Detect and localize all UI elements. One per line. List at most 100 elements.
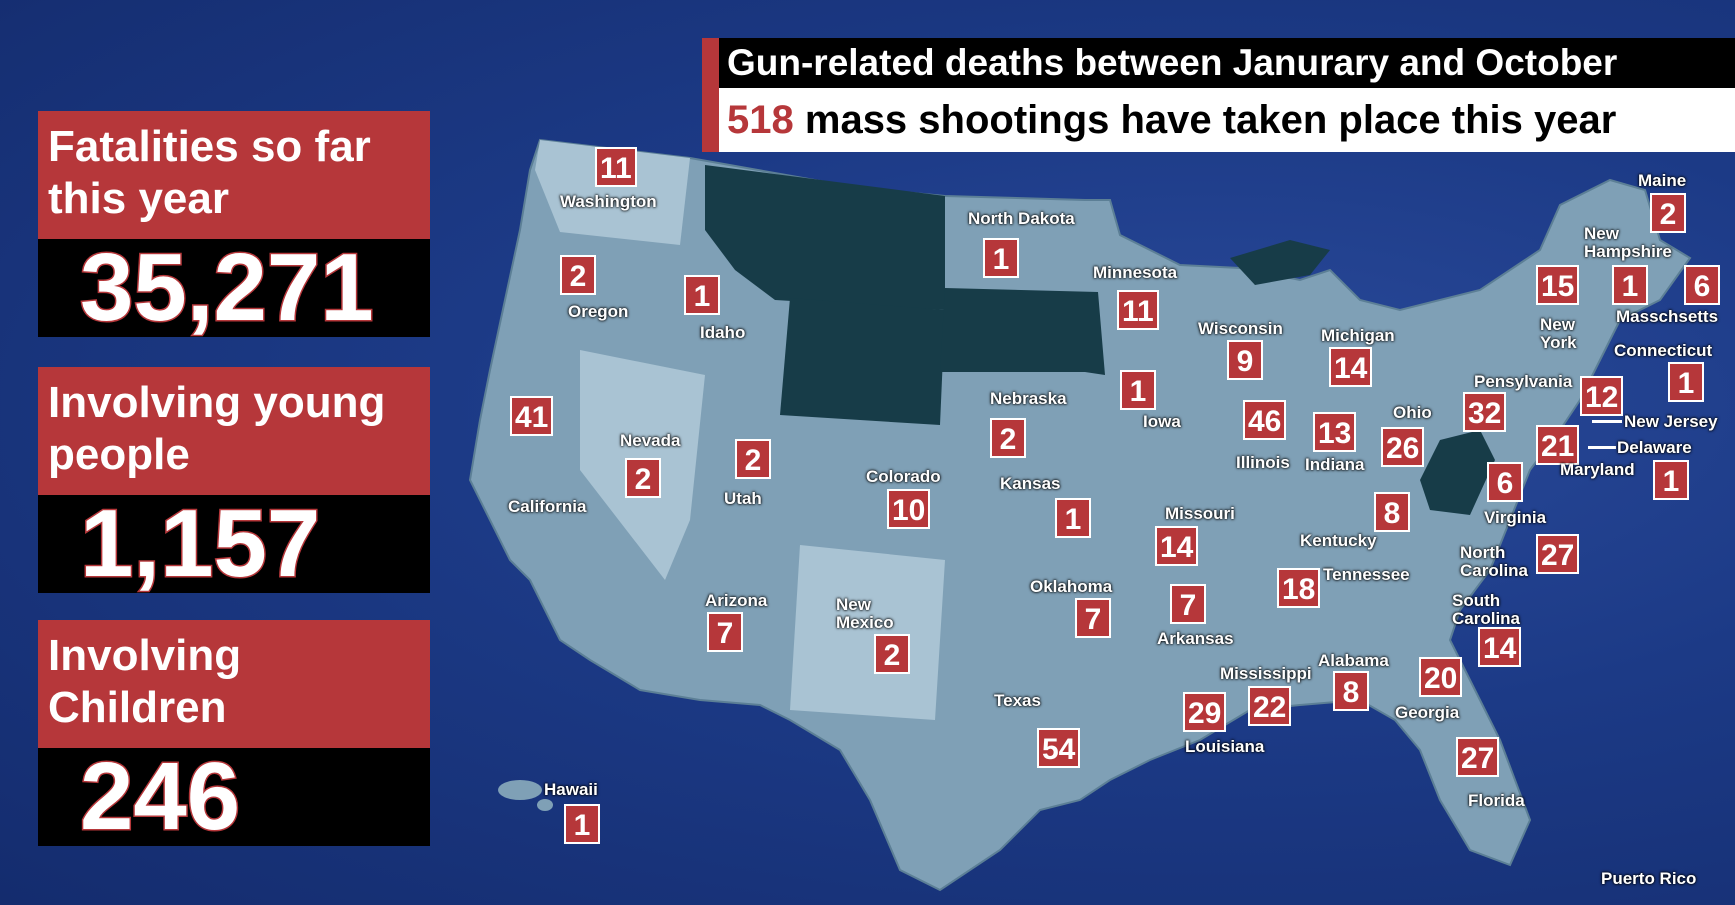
state-count-new-mexico: 2 — [874, 634, 910, 674]
stat-label: Involving young people — [38, 367, 430, 495]
state-name-kansas: Kansas — [1000, 474, 1061, 493]
state-name-maine: Maine — [1638, 171, 1687, 190]
state-name-pensylvania: Pensylvania — [1474, 372, 1573, 391]
state-count-california: 41 — [510, 396, 554, 436]
wyoming-shape — [780, 298, 945, 425]
state-name-georgia: Georgia — [1395, 703, 1460, 722]
south-dakota-shape — [940, 288, 1105, 375]
state-name-alabama: Alabama — [1318, 651, 1389, 670]
state-count-masschsetts: 6 — [1684, 265, 1720, 305]
state-count-florida: 27 — [1456, 737, 1500, 777]
state-count-new-york: 15 — [1536, 265, 1580, 305]
state-count-pensylvania: 32 — [1463, 392, 1507, 432]
state-count-virginia: 6 — [1487, 462, 1523, 502]
state-count-utah: 2 — [735, 439, 771, 479]
state-name-wisconsin: Wisconsin — [1198, 319, 1283, 338]
state-name-mississippi: Mississippi — [1220, 664, 1312, 683]
state-count-texas: 54 — [1037, 728, 1081, 768]
state-name-hawaii: Hawaii — [544, 780, 598, 799]
state-name-tennessee: Tennessee — [1323, 565, 1410, 584]
state-count-mississippi: 22 — [1248, 686, 1292, 726]
state-count-connecticut: 1 — [1668, 362, 1704, 402]
state-count-illinois: 46 — [1243, 400, 1287, 440]
state-count-michigan: 14 — [1329, 347, 1373, 387]
headline-title: Gun-related deaths between Janurary and … — [719, 38, 1735, 88]
state-name-nebraska: Nebraska — [990, 389, 1067, 408]
state-count-north-dakota: 1 — [983, 238, 1019, 278]
state-count-hawaii: 1 — [564, 804, 600, 844]
state-name-missouri: Missouri — [1165, 504, 1235, 523]
state-name-ohio: Ohio — [1393, 403, 1432, 422]
state-count-north-carolina: 27 — [1536, 534, 1580, 574]
headline-banner: Gun-related deaths between Janurary and … — [702, 38, 1735, 152]
washington-shape — [535, 140, 690, 245]
state-count-south-carolina: 14 — [1478, 627, 1522, 667]
state-name-california: California — [508, 497, 587, 516]
state-count-iowa: 1 — [1120, 370, 1156, 410]
state-name-new-hampshire: New Hampshire — [1584, 224, 1672, 261]
state-count-tennessee: 18 — [1277, 568, 1321, 608]
state-count-maryland: 1 — [1653, 460, 1689, 500]
headline-subtitle: 518 mass shootings have taken place this… — [719, 88, 1735, 152]
state-name-maryland: Maryland — [1560, 460, 1635, 479]
state-count-arizona: 7 — [707, 612, 743, 652]
state-count-idaho: 1 — [684, 275, 720, 315]
state-count-alabama: 8 — [1333, 671, 1369, 711]
new-mexico-shape — [790, 545, 945, 720]
state-count-minnesota: 11 — [1117, 290, 1159, 330]
state-name-new-york: New York — [1540, 315, 1577, 352]
banner-accent — [702, 38, 719, 152]
state-name-connecticut: Connecticut — [1614, 341, 1713, 360]
state-name-michigan: Michigan — [1321, 326, 1395, 345]
state-name-puerto-rico: Puerto Rico — [1601, 869, 1697, 888]
state-name-north-dakota: North Dakota — [968, 209, 1075, 228]
stat-value: 246 — [38, 746, 430, 847]
state-count-delaware: 21 — [1536, 425, 1580, 465]
state-count-maine: 2 — [1650, 193, 1686, 233]
state-name-minnesota: Minnesota — [1093, 263, 1178, 282]
state-name-new-jersey: New Jersey — [1624, 412, 1718, 431]
michigan-upper-shape — [1230, 240, 1330, 285]
state-name-utah: Utah — [724, 489, 762, 508]
state-count-kansas: 1 — [1055, 498, 1091, 538]
state-name-idaho: Idaho — [700, 323, 746, 342]
state-name-kentucky: Kentucky — [1300, 531, 1377, 550]
state-name-north-carolina: North Carolina — [1460, 543, 1529, 580]
state-name-washington: Washington — [560, 192, 657, 211]
montana-shape — [705, 165, 945, 310]
state-count-nebraska: 2 — [990, 418, 1026, 458]
mass-shootings-text: mass shootings have taken place this yea… — [804, 98, 1617, 142]
state-name-colorado: Colorado — [866, 467, 941, 486]
pointer-new-jersey — [1592, 420, 1622, 423]
state-name-arizona: Arizona — [705, 591, 768, 610]
state-name-new-mexico: New Mexico — [836, 595, 894, 632]
state-count-arkansas: 7 — [1170, 584, 1206, 624]
stat-label: Involving Children — [38, 620, 430, 748]
hawaii-island — [498, 780, 542, 800]
state-name-texas: Texas — [994, 691, 1041, 710]
state-name-nevada: Nevada — [620, 431, 681, 450]
state-count-nevada: 2 — [625, 458, 661, 498]
state-name-indiana: Indiana — [1305, 455, 1365, 474]
state-name-oregon: Oregon — [568, 302, 629, 321]
stat-label: Fatalities so far this year — [38, 111, 430, 239]
state-name-virginia: Virginia — [1484, 508, 1547, 527]
stat-fatalities: Fatalities so far this year 35,271 — [38, 111, 430, 338]
state-count-oklahoma: 7 — [1075, 598, 1111, 638]
state-name-arkansas: Arkansas — [1157, 629, 1234, 648]
state-count-indiana: 13 — [1313, 412, 1357, 452]
hawaii-island-2 — [537, 799, 553, 811]
state-count-louisiana: 29 — [1183, 692, 1227, 732]
mass-shootings-count: 518 — [727, 98, 794, 142]
state-count-new-hampshire: 1 — [1612, 265, 1648, 305]
state-name-illinois: Illinois — [1236, 453, 1290, 472]
state-count-washington: 11 — [595, 147, 637, 187]
state-name-florida: Florida — [1468, 791, 1525, 810]
state-name-oklahoma: Oklahoma — [1030, 577, 1113, 596]
state-name-south-carolina: South Carolina — [1452, 591, 1521, 628]
state-name-masschsetts: Masschsetts — [1616, 307, 1719, 326]
stat-young-people: Involving young people 1,157 — [38, 367, 430, 594]
stat-children: Involving Children 246 — [38, 620, 430, 847]
state-name-delaware: Delaware — [1617, 438, 1692, 457]
